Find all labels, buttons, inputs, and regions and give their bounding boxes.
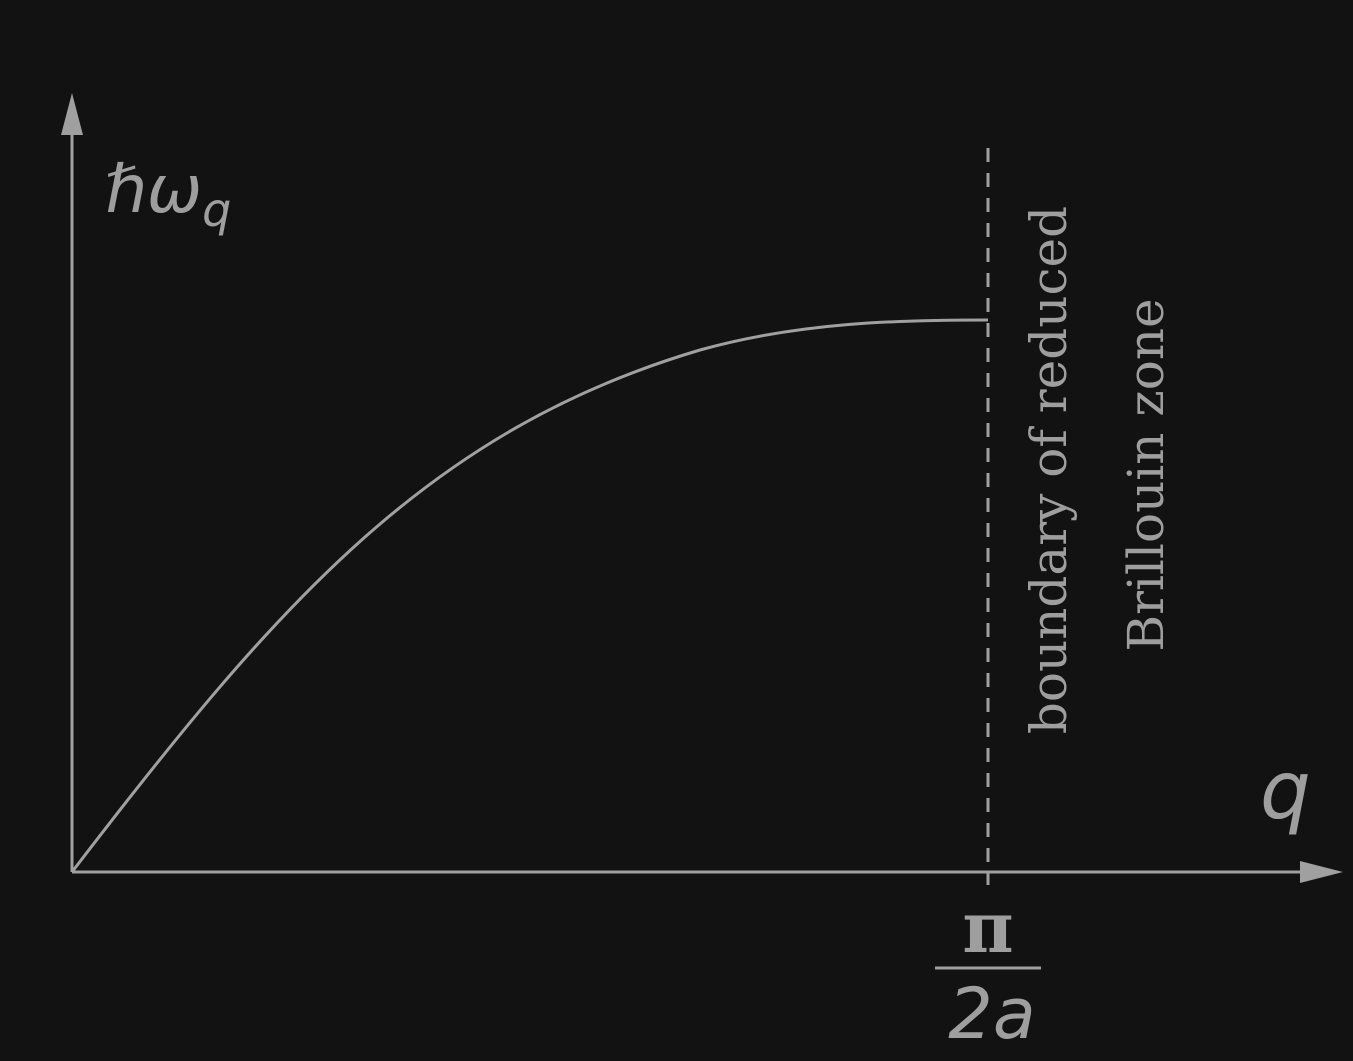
y-axis-label: ℏωq [105, 151, 231, 237]
y-axis-arrowhead [61, 93, 83, 135]
boundary-label-line1: boundary of reduced [1020, 206, 1078, 734]
y-axis-label-main: ℏω [105, 151, 202, 228]
boundary-label-line2: Brillouin zone [1117, 298, 1175, 651]
y-axis-label-subscript: q [202, 183, 231, 237]
x-axis-arrowhead [1300, 861, 1343, 883]
x-axis-label: q [1260, 744, 1311, 837]
tick-numerator: π [962, 886, 1013, 969]
dispersion-curve [70, 318, 989, 873]
tick-denominator: 2a [948, 973, 1035, 1055]
